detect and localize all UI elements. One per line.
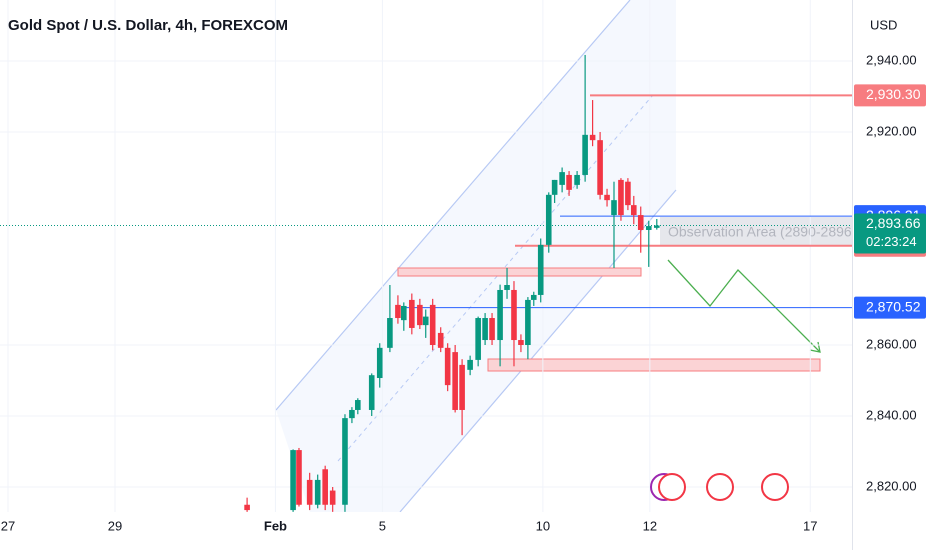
candle-body [645, 226, 652, 230]
last-price-box [854, 213, 926, 254]
candle-body [482, 318, 488, 341]
price-label-box [854, 296, 926, 319]
x-tick-label: Feb [264, 518, 287, 533]
candle-body [518, 340, 524, 346]
x-tick-label: 29 [108, 518, 122, 533]
chart-title: Gold Spot / U.S. Dollar, 4h, FOREXCOM [8, 17, 288, 34]
price-label: 2,870.52 [866, 298, 921, 314]
channel-line [399, 189, 677, 512]
candle-body [401, 305, 407, 321]
candle-body [589, 134, 596, 141]
candle-body [409, 299, 415, 328]
candle-body [467, 359, 473, 370]
candle-body [475, 318, 481, 360]
candle-body [582, 134, 588, 175]
candle-body [349, 409, 355, 419]
candle-body [611, 200, 617, 216]
candle-body [322, 469, 328, 505]
channel-line [275, 0, 631, 411]
last-price-label: 2,893.66 [866, 215, 921, 231]
x-tick-label: 5 [379, 518, 386, 533]
candle-body [489, 318, 495, 341]
candle-body [244, 504, 250, 511]
x-tick-label: 10 [536, 518, 550, 533]
price-label: 2,930.30 [866, 86, 921, 102]
candle-body [504, 285, 510, 290]
candle-body [574, 174, 580, 185]
observation-area [660, 217, 852, 246]
candle-body [296, 450, 302, 505]
candle-body [314, 479, 321, 505]
y-tick-label: 2,920.00 [866, 123, 917, 138]
y-tick-label: 2,860.00 [866, 336, 917, 351]
candle-body [395, 304, 401, 319]
candle-body [355, 400, 361, 410]
event-icon[interactable] [761, 473, 789, 501]
candle-body [653, 225, 660, 228]
zone [397, 267, 642, 277]
price-label-box [854, 84, 926, 107]
currency: USD [870, 17, 897, 32]
candle-body [429, 304, 436, 346]
candle-body [630, 205, 637, 216]
candle-body [376, 347, 383, 379]
drawings [275, 0, 852, 512]
candle-body [306, 479, 313, 505]
event-icon[interactable] [658, 473, 686, 501]
candle-body [566, 174, 572, 190]
candle-body [417, 304, 423, 326]
channel-fill [276, 0, 676, 512]
event-icons [650, 473, 789, 501]
candle-body [452, 352, 458, 410]
x-tick-label: 12 [643, 518, 657, 533]
candle-body [597, 140, 603, 195]
candle-body [511, 289, 517, 341]
candle-body [368, 375, 375, 410]
candle-body [444, 347, 451, 386]
x-tick-label: 27 [1, 518, 15, 533]
y-tick-label: 2,940.00 [866, 52, 917, 67]
candle-body [422, 316, 429, 326]
y-tick-label: 2,820.00 [866, 478, 917, 493]
candle-body [618, 179, 624, 216]
candle-body [459, 364, 465, 410]
candle-body [604, 194, 610, 201]
x-tick-label: 17 [803, 518, 817, 533]
zone [487, 358, 821, 372]
candle-body [637, 215, 644, 230]
candle-body [559, 172, 565, 185]
annotation: Observation Area (2890-2896) [668, 224, 856, 240]
event-icon[interactable] [706, 473, 734, 501]
candle-body [387, 318, 393, 348]
countdown: 02:23:24 [866, 234, 917, 249]
y-tick-label: 2,840.00 [866, 407, 917, 422]
candle-body [537, 244, 544, 295]
candle-body [290, 450, 296, 511]
candle-body [530, 294, 537, 300]
candle-body [525, 299, 531, 346]
candle-body [342, 418, 348, 505]
candle-body [545, 194, 552, 245]
candle-body [625, 181, 631, 206]
candle-body [551, 179, 558, 195]
candle-body [497, 289, 503, 341]
axis-panel-border [852, 0, 853, 550]
candle-body [329, 490, 336, 505]
candle-body [437, 332, 444, 348]
arrow [667, 259, 821, 353]
